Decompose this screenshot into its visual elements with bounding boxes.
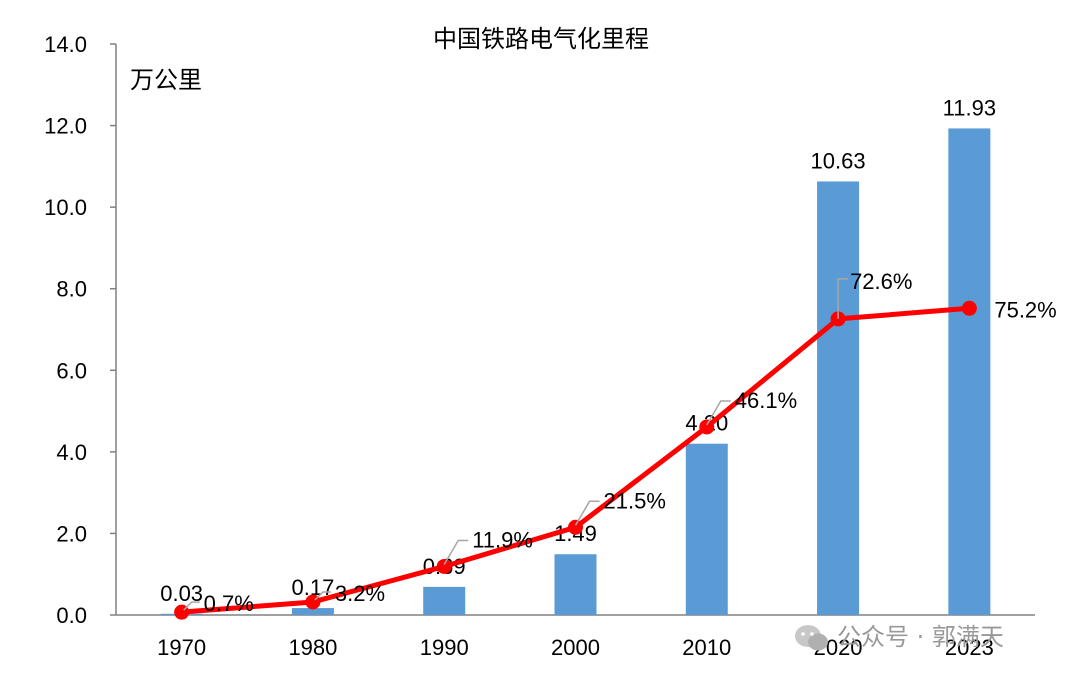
line-point [961,300,977,316]
label-leader-line [314,591,331,601]
label-leader-line [706,400,731,426]
y-tick-label: 10.0 [44,195,87,220]
bar [554,554,597,615]
line-value-label: 72.6% [850,269,912,294]
y-tick-label: 4.0 [56,440,87,465]
line-point [568,519,583,535]
x-axis: 1970 1980 1990 2000 2010 2020 2023 [116,614,1035,660]
label-leader-line [837,278,849,319]
x-tick-label: 2000 [551,635,600,660]
unit-label: 万公里 [130,66,202,94]
x-tick-label: 1970 [157,635,206,660]
bar [291,608,334,615]
label-leader-line [574,500,600,526]
y-tick-label: 14.0 [44,32,87,57]
bar [423,586,466,615]
line-value-label: 3.2% [335,581,385,606]
line-series: 0.7% 3.2% 11.9% 21.5% 46.1% 72.6% 75.2% [174,269,1057,620]
y-tick-label: 6.0 [56,358,87,383]
line-value-label: 11.9% [472,527,533,552]
line-value-label: 0.7% [204,591,254,616]
line-value-label: 46.1% [735,388,797,413]
bar [948,128,991,615]
y-tick-label: 12.0 [44,114,87,139]
label-leader-line [443,539,469,565]
wechat-icon [795,625,828,651]
watermark: 公众号 · 郭满天 [795,623,1004,651]
line-point [436,558,452,574]
y-axis: 0.0 2.0 4.0 6.0 8.0 10.0 12.0 14.0 [44,32,117,628]
line-value-label: 21.5% [604,488,666,513]
chart-title: 中国铁路电气化里程 [433,25,649,53]
line-point [699,419,715,435]
watermark-text: 公众号 · 郭满天 [837,623,1004,651]
x-tick-label: 2010 [682,635,731,660]
y-tick-label: 2.0 [56,521,87,546]
bar-value-label: 10.63 [811,148,866,173]
x-tick-label: 1990 [420,635,469,660]
bar [685,443,728,615]
label-leader-line [183,601,200,611]
bar-value-label: 11.93 [943,95,996,120]
y-tick-label: 8.0 [56,277,87,302]
line-value-label: 75.2% [994,297,1056,322]
bar [817,181,860,615]
x-tick-label: 1980 [288,635,337,660]
x-tick-label: 2023 [945,635,994,660]
y-tick-label: 0.0 [56,603,87,628]
